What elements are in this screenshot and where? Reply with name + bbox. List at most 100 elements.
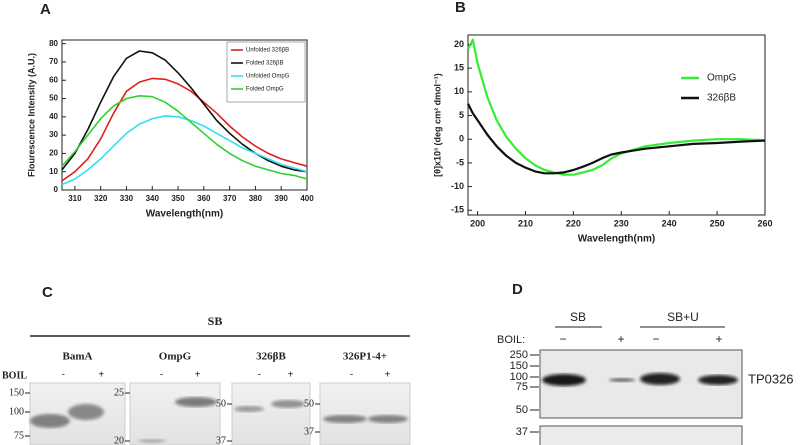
data-line bbox=[61, 50, 308, 173]
legend-box bbox=[226, 41, 306, 103]
x-tick-label: 320 bbox=[94, 194, 108, 203]
gel-name: 326βB bbox=[256, 351, 286, 363]
x-tick-label: 200 bbox=[470, 218, 485, 228]
gel bbox=[231, 382, 311, 445]
y-tick-label: 10 bbox=[49, 167, 58, 176]
legend-label: Unfolded 326βB bbox=[246, 48, 289, 54]
y-tick-label: 50 bbox=[49, 94, 58, 103]
data-line bbox=[61, 115, 308, 186]
lane-label: - bbox=[160, 370, 163, 381]
gel-name: 326P1-4+ bbox=[343, 351, 387, 363]
marker-label: 150 bbox=[510, 360, 528, 372]
legend-label: Folded OmpG bbox=[246, 87, 284, 93]
group-label: SB bbox=[570, 310, 586, 324]
marker-label: 150 bbox=[9, 387, 24, 398]
lane-label: − bbox=[559, 332, 566, 346]
marker-label: 50 bbox=[216, 398, 226, 409]
lane-label: + bbox=[98, 370, 104, 381]
data-line bbox=[467, 103, 766, 175]
data-line bbox=[61, 77, 308, 182]
legend-label: Unfolded OmpG bbox=[246, 74, 290, 80]
panel-label: D bbox=[512, 281, 523, 298]
gel-band bbox=[234, 406, 264, 412]
plot-frame bbox=[467, 34, 766, 216]
blot-band bbox=[640, 373, 680, 385]
blot-band bbox=[698, 375, 738, 385]
plot-frame bbox=[61, 39, 308, 191]
gel-name: OmpG bbox=[159, 351, 192, 363]
marker-label: 37 bbox=[516, 426, 528, 438]
gel-band bbox=[175, 397, 217, 407]
x-tick-label: 370 bbox=[223, 194, 237, 203]
panel-label: C bbox=[42, 284, 53, 301]
gel-band bbox=[271, 400, 305, 408]
blot-band bbox=[609, 378, 635, 382]
lane-label: - bbox=[62, 370, 65, 381]
x-tick-label: 350 bbox=[171, 194, 185, 203]
y-tick-label: -10 bbox=[451, 181, 464, 191]
lane-label: - bbox=[258, 370, 261, 381]
gel-name: BamA bbox=[63, 351, 93, 363]
y-tick-label: 10 bbox=[454, 86, 464, 96]
group-label: SB+U bbox=[667, 310, 699, 324]
x-tick-label: 330 bbox=[120, 194, 134, 203]
gel bbox=[129, 382, 221, 445]
x-axis-label: Wavelength(nm) bbox=[578, 234, 655, 245]
marker-label: 75 bbox=[516, 381, 528, 393]
y-tick-label: 40 bbox=[49, 112, 58, 121]
y-tick-label: 5 bbox=[459, 110, 464, 120]
lane-label: - bbox=[350, 370, 353, 381]
gel-band bbox=[30, 414, 70, 428]
y-tick-label: 20 bbox=[454, 39, 464, 49]
data-line bbox=[467, 38, 766, 176]
y-tick-label: 70 bbox=[49, 57, 58, 66]
protein-label: TP0326 bbox=[748, 371, 794, 386]
marker-label: 50 bbox=[304, 398, 314, 409]
y-tick-label: 0 bbox=[459, 134, 464, 144]
gel-band bbox=[323, 415, 367, 423]
y-tick-label: 80 bbox=[49, 39, 58, 48]
x-tick-label: 220 bbox=[566, 218, 581, 228]
x-tick-label: 360 bbox=[197, 194, 211, 203]
y-axis-label: Flourescence Intensity (A.U.) bbox=[26, 53, 36, 177]
legend-label: OmpG bbox=[707, 73, 737, 84]
lane-label: − bbox=[652, 332, 659, 346]
marker-label: 50 bbox=[516, 404, 528, 416]
gel-band bbox=[368, 415, 408, 423]
marker-label: 250 bbox=[510, 349, 528, 361]
y-tick-label: -5 bbox=[456, 157, 464, 167]
x-tick-label: 340 bbox=[146, 194, 160, 203]
gel-band bbox=[68, 404, 104, 420]
y-tick-label: 15 bbox=[454, 63, 464, 73]
marker-label: 75 bbox=[14, 430, 24, 441]
lane-label: + bbox=[385, 370, 391, 381]
lane-label: + bbox=[288, 370, 294, 381]
x-tick-label: 250 bbox=[710, 218, 725, 228]
y-tick-label: 0 bbox=[54, 185, 59, 194]
marker-label: 37 bbox=[216, 435, 226, 445]
y-tick-label: 30 bbox=[49, 130, 58, 139]
panel-label: A bbox=[40, 1, 51, 18]
blot bbox=[539, 425, 743, 445]
lane-label: + bbox=[715, 332, 722, 346]
boil-label: BOIL: bbox=[497, 334, 525, 346]
y-tick-label: -15 bbox=[451, 205, 464, 215]
x-tick-label: 210 bbox=[518, 218, 533, 228]
marker-label: 100 bbox=[9, 406, 24, 417]
gel-band bbox=[138, 439, 166, 443]
x-tick-label: 390 bbox=[275, 194, 289, 203]
legend-label: Folded 326βB bbox=[246, 61, 283, 67]
x-tick-label: 310 bbox=[68, 194, 82, 203]
x-tick-label: 240 bbox=[662, 218, 677, 228]
x-axis-label: Wavelength(nm) bbox=[146, 209, 223, 220]
marker-label: 100 bbox=[510, 371, 528, 383]
x-tick-label: 380 bbox=[249, 194, 263, 203]
y-axis-label: [θ]x10³ (deg cm² dmol⁻¹) bbox=[432, 73, 442, 177]
legend-label: 326βB bbox=[707, 93, 736, 104]
x-tick-label: 230 bbox=[614, 218, 629, 228]
panel-label: B bbox=[455, 0, 466, 16]
boil-label: BOIL bbox=[2, 370, 27, 381]
y-tick-label: 20 bbox=[49, 149, 58, 158]
blot-band bbox=[542, 374, 586, 386]
lane-label: + bbox=[195, 370, 201, 381]
